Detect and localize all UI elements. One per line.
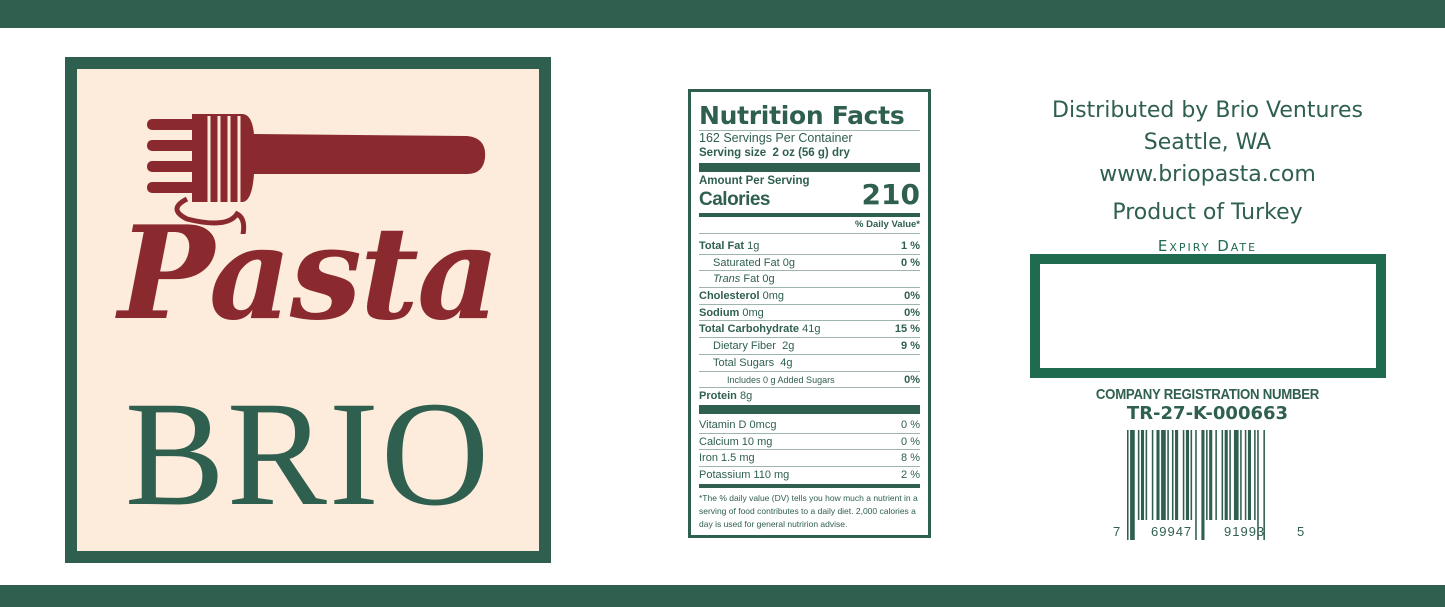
barcode-bar [1224,430,1228,520]
barcode-bar [1161,430,1166,520]
vitamin-row: Calcium 10 mg 0 % [699,434,920,451]
barcode-digits-left: 69947 [1151,524,1193,539]
bottom-band [0,585,1445,607]
barcode-bar [1156,430,1160,520]
barcode-bar [1175,430,1179,520]
barcode-bar [1140,430,1145,520]
registration-info: COMPANY REGISTRATION NUMBER TR-27-K-0006… [1010,386,1405,425]
serving-size: Serving size 2 oz (56 g) dry [699,147,850,159]
barcode-bar [1240,430,1242,520]
barcode-bar [1254,430,1256,520]
nutrient-row: Total Carbohydrate 41g 15 % [699,321,920,339]
nutrient-row: Dietary Fiber 2g 9 % [699,338,920,355]
servings-per-container: 162 Servings Per Container [699,131,853,145]
nutrition-title: Nutrition Facts [699,101,905,130]
product-origin: Product of Turkey [1112,200,1303,225]
barcode-bar [1209,430,1213,520]
footnote: *The % daily value (DV) tells you how mu… [699,492,918,529]
registration-label: COMPANY REGISTRATION NUMBER [1095,386,1320,403]
barcode-digits-right: 91993 [1224,524,1266,539]
barcode-bar [1247,430,1251,520]
barcode-bar [1127,430,1129,540]
brand-logo: Pasta BRIO [65,57,551,563]
barcode-bar [1185,430,1189,520]
nutrient-row: Saturated Fat 0g 0 % [699,255,920,272]
vitamin-row: Iron 1.5 mg 8 % [699,450,920,467]
barcode-bar [1195,430,1197,540]
barcode-bar [1171,430,1174,520]
barcode-bar [1257,430,1259,540]
nutrient-row: Total Fat 1g 1 % [699,238,920,255]
brand-name: BRIO [124,371,492,537]
nutrient-row: Protein 8g [699,390,753,403]
barcode-bar [1167,430,1169,520]
distributor-info: Distributed by Brio Ventures Seattle, WA… [1010,95,1405,255]
expiry-label: Expiry Date [1157,237,1258,255]
barcode-bar [1221,430,1224,520]
distributor-website: www.briopasta.com [1099,162,1316,187]
top-band [0,0,1445,28]
barcode-bar [1151,430,1154,520]
calories-value: 210 [861,178,920,211]
expiry-date-box [1030,254,1386,378]
barcode-digit-first: 7 [1113,524,1121,539]
dv-header: % Daily Value* [699,217,920,234]
nutrient-row: Includes 0 g Added Sugars 0% [699,372,920,389]
barcode-bar [1182,430,1185,520]
distributor-line: Distributed by Brio Ventures [1052,98,1363,123]
nutrient-row: Cholesterol 0mg 0% [699,288,920,305]
nutrient-row: Sodium 0mg 0% [699,305,920,322]
barcode-bar [1130,430,1135,540]
barcode-bar [1233,430,1239,520]
barcode-bar [1244,430,1247,520]
nutrition-facts-panel: Nutrition Facts 162 Servings Per Contain… [688,89,931,538]
registration-number: TR-27-K-000663 [1126,403,1289,424]
nutrient-row: Total Sugars 4g [699,355,920,372]
barcode-bar [1201,430,1205,540]
amount-per-serving: Amount Per Serving [699,175,810,187]
barcode: 7 69947 91993 5 [1110,430,1310,542]
barcode-bar [1145,430,1148,520]
barcode-bar [1190,430,1193,520]
distributor-city: Seattle, WA [1143,130,1272,155]
barcode-bar [1206,430,1208,520]
vitamin-row: Vitamin D 0mcg 0 % [699,417,920,434]
barcode-bar [1215,430,1217,520]
brand-script-text: Pasta [118,199,500,349]
barcode-bar [1137,430,1140,520]
nutrient-row: Trans Fat 0g [699,271,920,289]
fork-icon [147,114,486,234]
barcode-bar [1229,430,1231,520]
barcode-digit-last: 5 [1297,524,1305,539]
barcode-bar [1263,430,1265,540]
calories-label: Calories [699,189,770,210]
vitamin-row: Potassium 110 mg 2 % [699,468,920,481]
